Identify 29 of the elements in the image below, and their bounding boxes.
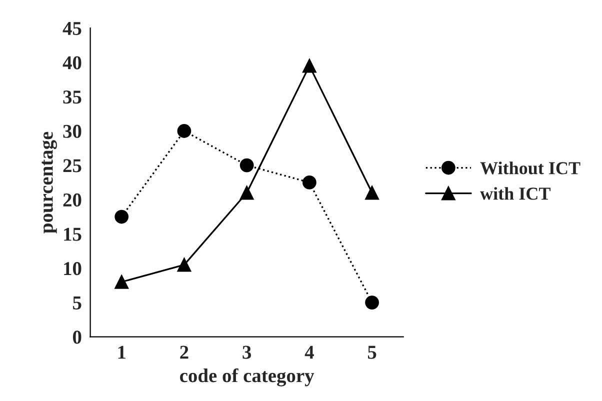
point xyxy=(302,58,316,73)
point xyxy=(177,124,192,138)
y-axis-title: pourcentage xyxy=(42,132,57,234)
point xyxy=(365,296,379,310)
legend-label: with ICT xyxy=(480,187,550,200)
y-tick-label: 25 xyxy=(63,159,82,172)
x-tick-label: 1 xyxy=(118,346,126,359)
y-tick-label: 10 xyxy=(64,262,82,276)
point xyxy=(114,210,129,224)
point xyxy=(114,275,129,289)
point xyxy=(302,176,316,190)
x-tick-label: 5 xyxy=(368,346,376,359)
point xyxy=(240,158,254,172)
point xyxy=(177,258,192,272)
y-tick-label: 0 xyxy=(72,330,82,344)
point xyxy=(240,186,254,200)
point xyxy=(365,186,379,200)
x-tick-label: 2 xyxy=(180,346,188,359)
legend-label: Without ICT xyxy=(480,162,580,174)
y-tick-label: 35 xyxy=(63,90,82,104)
y-tick-label: 45 xyxy=(62,22,82,36)
y-tick-label: 5 xyxy=(73,296,82,310)
y-tick-label: 15 xyxy=(64,228,82,241)
y-tick-label: 30 xyxy=(63,124,82,138)
x-axis-title: code of category xyxy=(180,368,314,386)
y-tick-label: 20 xyxy=(63,193,82,207)
x-tick-label: 4 xyxy=(304,346,314,359)
y-tick-label: 40 xyxy=(62,56,82,70)
x-tick-label: 3 xyxy=(242,346,252,359)
